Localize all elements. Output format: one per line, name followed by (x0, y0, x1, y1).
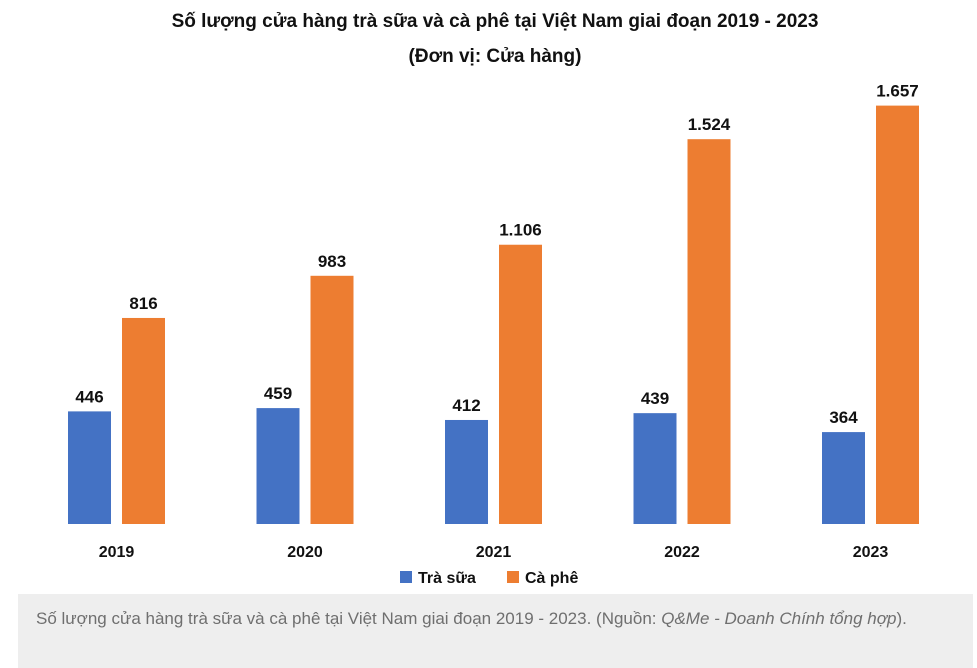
figure-caption: Số lượng cửa hàng trà sữa và cà phê tại … (18, 594, 973, 668)
chart-area: Số lượng cửa hàng trà sữa và cà phê tại … (18, 0, 973, 594)
data-label-ca-phe-2021: 1.106 (499, 221, 542, 240)
bar-tra-sua-2023 (822, 432, 865, 524)
legend: Trà sữa Cà phê (400, 570, 578, 587)
chart-subtitle: (Đơn vị: Cửa hàng) (409, 46, 582, 67)
data-label-ca-phe-2019: 816 (129, 294, 157, 313)
x-tick-label-2021: 2021 (476, 544, 512, 561)
x-tick-label-2019: 2019 (99, 544, 135, 561)
x-tick-label-2022: 2022 (664, 544, 700, 561)
data-label-ca-phe-2020: 983 (318, 252, 346, 271)
legend-swatch-tra-sua (400, 571, 412, 583)
x-tick-label-2023: 2023 (853, 544, 889, 561)
data-label-ca-phe-2023: 1.657 (876, 82, 919, 101)
data-label-tra-sua-2020: 459 (264, 384, 292, 403)
data-label-tra-sua-2021: 412 (452, 396, 480, 415)
bar-ca-phe-2020 (310, 275, 354, 524)
bar-ca-phe-2023 (876, 105, 919, 525)
bar-ca-phe-2019 (122, 317, 165, 524)
caption-source: Q&Me - Doanh Chính tổng hợp (661, 609, 897, 628)
bar-ca-phe-2021 (499, 244, 542, 525)
data-label-tra-sua-2023: 364 (829, 408, 858, 427)
legend-label-tra-sua: Trà sữa (418, 570, 476, 587)
data-label-tra-sua-2019: 446 (75, 387, 103, 406)
caption-close: ). (896, 609, 907, 628)
bar-tra-sua-2022 (633, 413, 677, 524)
data-label-ca-phe-2022: 1.524 (688, 115, 731, 134)
data-label-tra-sua-2022: 439 (641, 389, 669, 408)
chart-title: Số lượng cửa hàng trà sữa và cà phê tại … (172, 11, 819, 32)
x-tick-label-2020: 2020 (287, 544, 323, 561)
legend-swatch-ca-phe (507, 571, 519, 583)
bar-tra-sua-2019 (68, 411, 111, 524)
bar-tra-sua-2021 (445, 419, 488, 524)
bar-tra-sua-2020 (256, 408, 300, 524)
plot-area: 446 816 2019 459 983 2020 412 1.106 2021 439 1.524… (68, 82, 919, 561)
bar-ca-phe-2022 (687, 139, 731, 524)
caption-text: Số lượng cửa hàng trà sữa và cà phê tại … (36, 609, 662, 628)
chart-svg: Số lượng cửa hàng trà sữa và cà phê tại … (68, 11, 919, 587)
legend-label-ca-phe: Cà phê (525, 570, 578, 587)
